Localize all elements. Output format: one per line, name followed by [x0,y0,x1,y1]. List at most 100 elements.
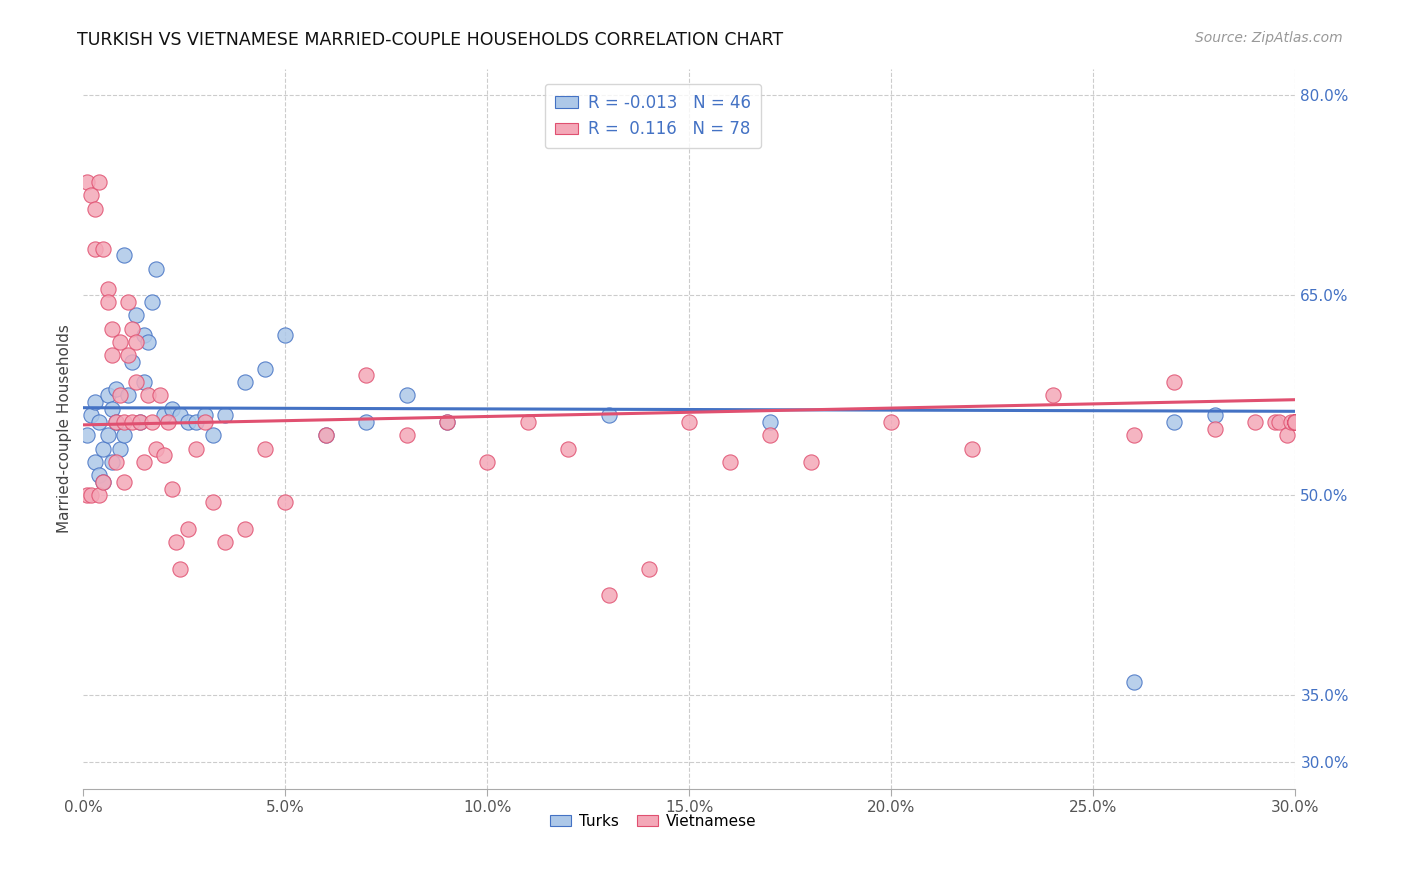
Point [141,294,163,309]
Point [718,455,741,469]
Point [121,415,143,429]
Point [160,482,183,496]
Point [254,361,277,376]
Point [153,408,176,422]
Legend: Turks, Vietnamese: Turks, Vietnamese [544,807,762,835]
Point [800,455,823,469]
Point [1284,415,1306,429]
Point [76,488,98,502]
Point [96,428,118,442]
Point [108,334,131,349]
Point [233,522,256,536]
Point [186,415,208,429]
Point [638,561,661,575]
Point [201,428,224,442]
Point [1122,428,1144,442]
Point [165,534,187,549]
Point [315,428,337,442]
Text: TURKISH VS VIETNAMESE MARRIED-COUPLE HOUSEHOLDS CORRELATION CHART: TURKISH VS VIETNAMESE MARRIED-COUPLE HOU… [77,31,783,49]
Point [214,408,236,422]
Point [104,455,127,469]
Point [93,442,115,456]
Point [89,415,111,429]
Point [128,415,150,429]
Point [233,375,256,389]
Point [557,442,579,456]
Point [117,388,139,402]
Point [136,334,159,349]
Point [315,428,337,442]
Point [1284,415,1306,429]
Point [100,455,122,469]
Point [84,202,107,216]
Point [108,388,131,402]
Point [121,321,143,335]
Point [1284,415,1306,429]
Point [1163,375,1185,389]
Point [1042,388,1064,402]
Point [1284,415,1306,429]
Point [117,348,139,362]
Point [149,388,172,402]
Point [117,294,139,309]
Point [477,455,499,469]
Point [354,415,377,429]
Point [125,375,148,389]
Point [1281,415,1303,429]
Point [598,588,620,602]
Point [274,328,297,343]
Point [80,488,103,502]
Point [80,408,103,422]
Point [96,294,118,309]
Point [112,428,135,442]
Point [254,442,277,456]
Point [960,442,983,456]
Point [89,468,111,483]
Text: Source: ZipAtlas.com: Source: ZipAtlas.com [1195,31,1343,45]
Point [125,334,148,349]
Point [193,408,215,422]
Point [1122,674,1144,689]
Point [89,175,111,189]
Point [169,561,191,575]
Point [1204,408,1226,422]
Point [145,442,167,456]
Point [125,308,148,322]
Point [80,188,103,202]
Point [169,408,191,422]
Point [1163,415,1185,429]
Point [678,415,700,429]
Point [153,448,176,462]
Point [76,428,98,442]
Point [1284,415,1306,429]
Point [108,442,131,456]
Point [112,475,135,489]
Point [100,321,122,335]
Point [1284,415,1306,429]
Point [436,415,458,429]
Point [93,242,115,256]
Point [1277,428,1299,442]
Point [112,415,135,429]
Point [598,408,620,422]
Point [136,388,159,402]
Point [880,415,903,429]
Point [84,242,107,256]
Point [1268,415,1291,429]
Point [104,415,127,429]
Point [89,488,111,502]
Point [100,348,122,362]
Point [177,522,200,536]
Point [436,415,458,429]
Point [177,415,200,429]
Point [121,355,143,369]
Point [214,534,236,549]
Point [759,415,782,429]
Point [76,175,98,189]
Point [354,368,377,383]
Point [1204,421,1226,435]
Point [93,475,115,489]
Point [274,495,297,509]
Point [93,475,115,489]
Point [1264,415,1286,429]
